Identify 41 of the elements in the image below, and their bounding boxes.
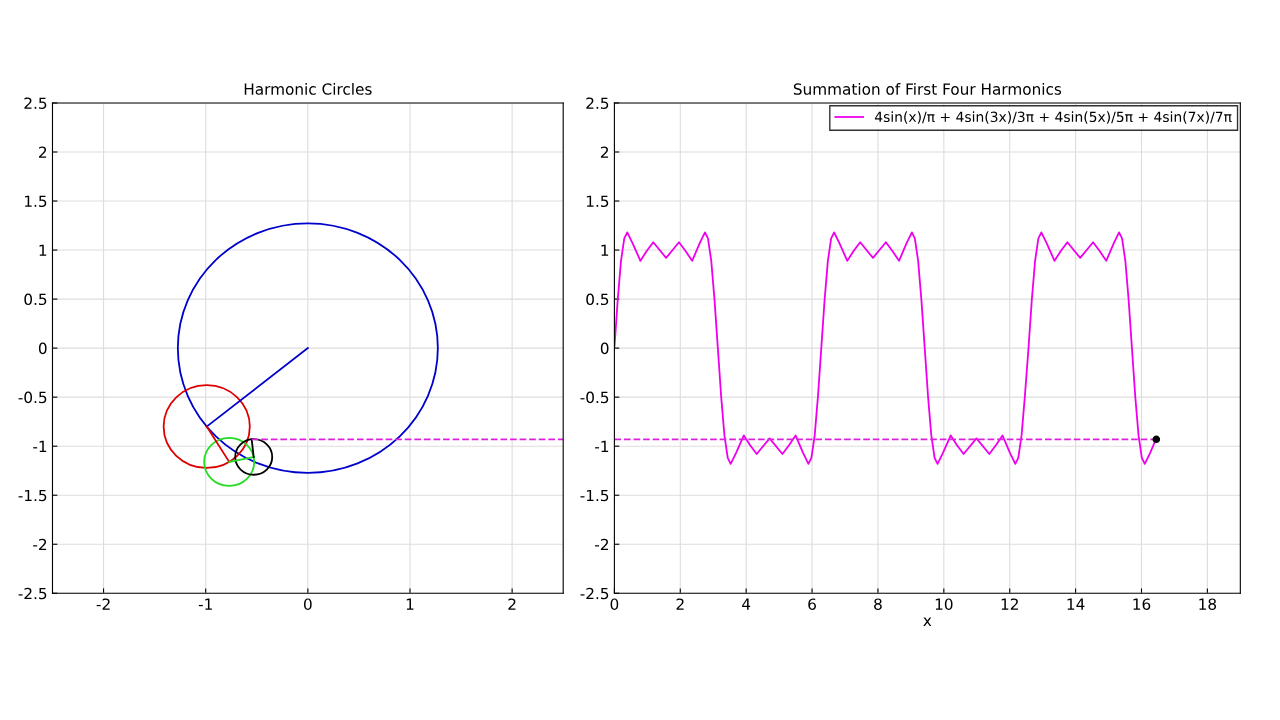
y-tick-label: 2 (39, 146, 47, 158)
x-tick-label: -2 (96, 598, 110, 610)
x-tick-label: 8 (874, 598, 882, 610)
y-tick-label: -1.5 (18, 489, 47, 502)
y-tick-label: 1.5 (586, 195, 609, 208)
x-tick-label: 1 (406, 598, 414, 610)
x-tick-label: 10 (935, 598, 953, 610)
x-tick-label: 14 (1067, 598, 1085, 610)
x-tick-label: 12 (1001, 598, 1018, 610)
y-tick-label: -2.5 (580, 587, 609, 600)
x-axis-title: x (923, 617, 932, 626)
y-tick-label: 2.5 (586, 97, 609, 109)
y-tick-label: 2.5 (24, 97, 47, 109)
y-tick-label: -2.5 (18, 587, 47, 600)
y-tick-label: -2 (595, 538, 609, 551)
y-tick-label: 1.5 (25, 195, 47, 208)
y-tick-label: 2 (600, 146, 609, 158)
chart-title: Harmonic Circles (244, 83, 372, 95)
y-tick-label: 1 (39, 244, 47, 256)
y-tick-label: 0 (600, 342, 609, 355)
y-tick-label: 0.5 (24, 293, 47, 306)
x-tick-label: 2 (676, 598, 684, 610)
y-tick-label: 1 (601, 244, 609, 256)
y-tick-label: -0.5 (18, 391, 47, 404)
y-tick-label: -1.5 (580, 489, 609, 502)
x-tick-label: 2 (508, 598, 516, 610)
y-tick-label: 0.5 (586, 293, 609, 306)
chart-title: Summation of First Four Harmonics (793, 83, 1062, 95)
legend-label: 4sin(x)/π + 4sin(3x)/3π + 4sin(5x)/5π + 4sin(7x)/7π (874, 111, 1232, 124)
y-tick-label: -2 (33, 538, 47, 551)
x-tick-label: -1 (198, 598, 212, 610)
y-tick-label: -1 (595, 440, 609, 452)
y-tick-label: 0 (38, 342, 47, 355)
x-tick-label: 0 (303, 598, 312, 610)
x-tick-label: 6 (808, 598, 816, 610)
y-tick-label: -1 (33, 440, 47, 452)
x-tick-label: 0 (610, 598, 619, 610)
x-tick-label: 18 (1199, 598, 1217, 610)
y-tick-label: -0.5 (580, 391, 609, 404)
x-tick-label: 16 (1133, 598, 1151, 610)
x-tick-label: 4 (742, 598, 751, 610)
